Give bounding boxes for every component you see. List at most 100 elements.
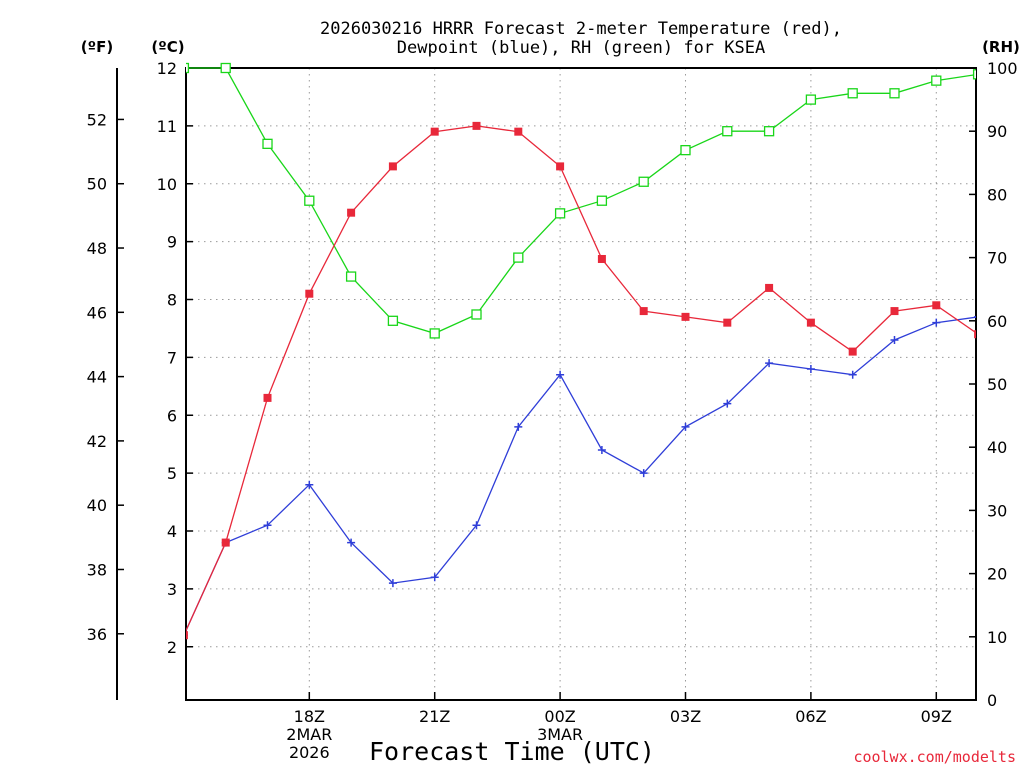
fahrenheit-unit-label: (ºF) xyxy=(81,38,113,56)
dewpoint-series xyxy=(186,316,976,636)
fahrenheit-tick-label: 50 xyxy=(87,175,107,194)
temperature-point xyxy=(806,318,815,327)
dewpoint-point xyxy=(890,336,899,345)
rh-point xyxy=(763,126,775,137)
dewpoint-point xyxy=(806,364,815,373)
dewpoint-line xyxy=(186,316,976,633)
temperature-point xyxy=(263,393,272,402)
dewpoint-point xyxy=(514,422,523,431)
x-tick-label: 09Z xyxy=(921,707,952,726)
dewpoint-point xyxy=(263,521,272,530)
x-axis-label: Forecast Time (UTC) xyxy=(369,737,655,766)
dewpoint-point xyxy=(639,469,648,478)
temperature-line xyxy=(186,125,976,633)
fahrenheit-tick-label: 40 xyxy=(87,496,107,515)
celsius-tick-label: 4 xyxy=(167,522,177,541)
rh-tick-label: 60 xyxy=(987,312,1007,331)
fahrenheit-tick-label: 46 xyxy=(87,303,107,322)
celsius-tick-label: 3 xyxy=(167,580,177,599)
x-tick-label: 18Z xyxy=(294,707,325,726)
fahrenheit-tick-label: 36 xyxy=(87,625,107,644)
dewpoint-point xyxy=(974,316,976,318)
rh-point xyxy=(429,328,440,339)
rh-tick-label: 80 xyxy=(987,185,1007,204)
x-tick-label: 2026 xyxy=(289,743,330,762)
celsius-tick-label: 7 xyxy=(167,348,177,367)
rh-point xyxy=(680,145,691,156)
x-tick-label: 3MAR xyxy=(537,725,583,744)
dewpoint-point xyxy=(347,538,356,547)
temperature-point xyxy=(472,121,481,130)
rh-series xyxy=(186,62,976,339)
temperature-point xyxy=(347,208,356,217)
rh-tick-label: 50 xyxy=(987,375,1007,394)
rh-point xyxy=(304,195,315,206)
dewpoint-point xyxy=(848,370,857,379)
temperature-point xyxy=(974,330,976,339)
temperature-point xyxy=(597,254,606,263)
rh-point xyxy=(262,138,273,149)
dewpoint-point xyxy=(932,318,941,327)
celsius-tick-label: 11 xyxy=(157,117,177,136)
celsius-tick-label: 5 xyxy=(167,464,177,483)
rh-point xyxy=(186,62,190,74)
temperature-point xyxy=(848,347,857,356)
temperature-point xyxy=(556,162,565,171)
rh-point xyxy=(722,126,733,137)
rh-tick-label: 40 xyxy=(987,438,1007,457)
rh-tick-label: 70 xyxy=(987,249,1007,268)
x-tick-label: 03Z xyxy=(670,707,701,726)
rh-point xyxy=(889,88,900,99)
rh-line xyxy=(186,67,976,335)
x-tick-label: 00Z xyxy=(544,707,575,726)
temperature-point xyxy=(681,312,690,321)
temperature-point xyxy=(430,127,439,136)
rh-point xyxy=(596,195,608,206)
x-tick-label: 06Z xyxy=(795,707,826,726)
temperature-point xyxy=(514,127,523,136)
fahrenheit-tick-label: 48 xyxy=(87,239,107,258)
dewpoint-point xyxy=(388,579,397,588)
rh-tick-label: 30 xyxy=(987,501,1007,520)
x-tick-label: 21Z xyxy=(419,707,450,726)
rh-tick-label: 10 xyxy=(987,628,1007,647)
rh-point xyxy=(638,176,649,187)
celsius-tick-label: 9 xyxy=(167,233,177,252)
temperature-point xyxy=(890,307,899,316)
dewpoint-point xyxy=(765,359,774,368)
rh-point xyxy=(554,208,566,219)
dewpoint-point xyxy=(472,521,481,530)
fahrenheit-tick-label: 42 xyxy=(87,432,107,451)
celsius-tick-label: 6 xyxy=(167,406,177,425)
fahrenheit-tick-label: 44 xyxy=(87,368,107,387)
dewpoint-point xyxy=(597,445,606,454)
temperature-series xyxy=(186,121,976,640)
temperature-point xyxy=(221,538,230,547)
rh-point xyxy=(387,315,399,326)
temperature-point xyxy=(932,301,941,310)
rh-point xyxy=(220,62,231,74)
rh-unit-label: (RH) xyxy=(982,38,1020,56)
temperature-point xyxy=(186,631,188,640)
dewpoint-point xyxy=(723,399,732,408)
fahrenheit-tick-label: 38 xyxy=(87,560,107,579)
x-tick-label: 2MAR xyxy=(286,725,332,744)
chart-title-line: Dewpoint (blue), RH (green) for KSEA xyxy=(397,38,765,58)
rh-point xyxy=(345,271,357,282)
chart-title-line: 2026030216 HRRR Forecast 2-meter Tempera… xyxy=(320,19,842,39)
rh-point xyxy=(972,69,976,80)
rh-tick-label: 20 xyxy=(987,565,1007,584)
rh-tick-label: 0 xyxy=(987,691,997,710)
celsius-unit-label: (ºC) xyxy=(151,38,184,56)
plot-frame xyxy=(185,67,977,701)
dewpoint-point xyxy=(430,573,439,582)
watermark: coolwx.com/modelts xyxy=(853,748,1016,766)
rh-point xyxy=(513,252,524,263)
temperature-point xyxy=(639,307,648,316)
rh-point xyxy=(931,75,942,86)
dewpoint-point xyxy=(305,480,314,489)
dewpoint-point xyxy=(556,370,565,379)
rh-tick-label: 90 xyxy=(987,122,1007,141)
celsius-tick-label: 8 xyxy=(167,291,177,310)
